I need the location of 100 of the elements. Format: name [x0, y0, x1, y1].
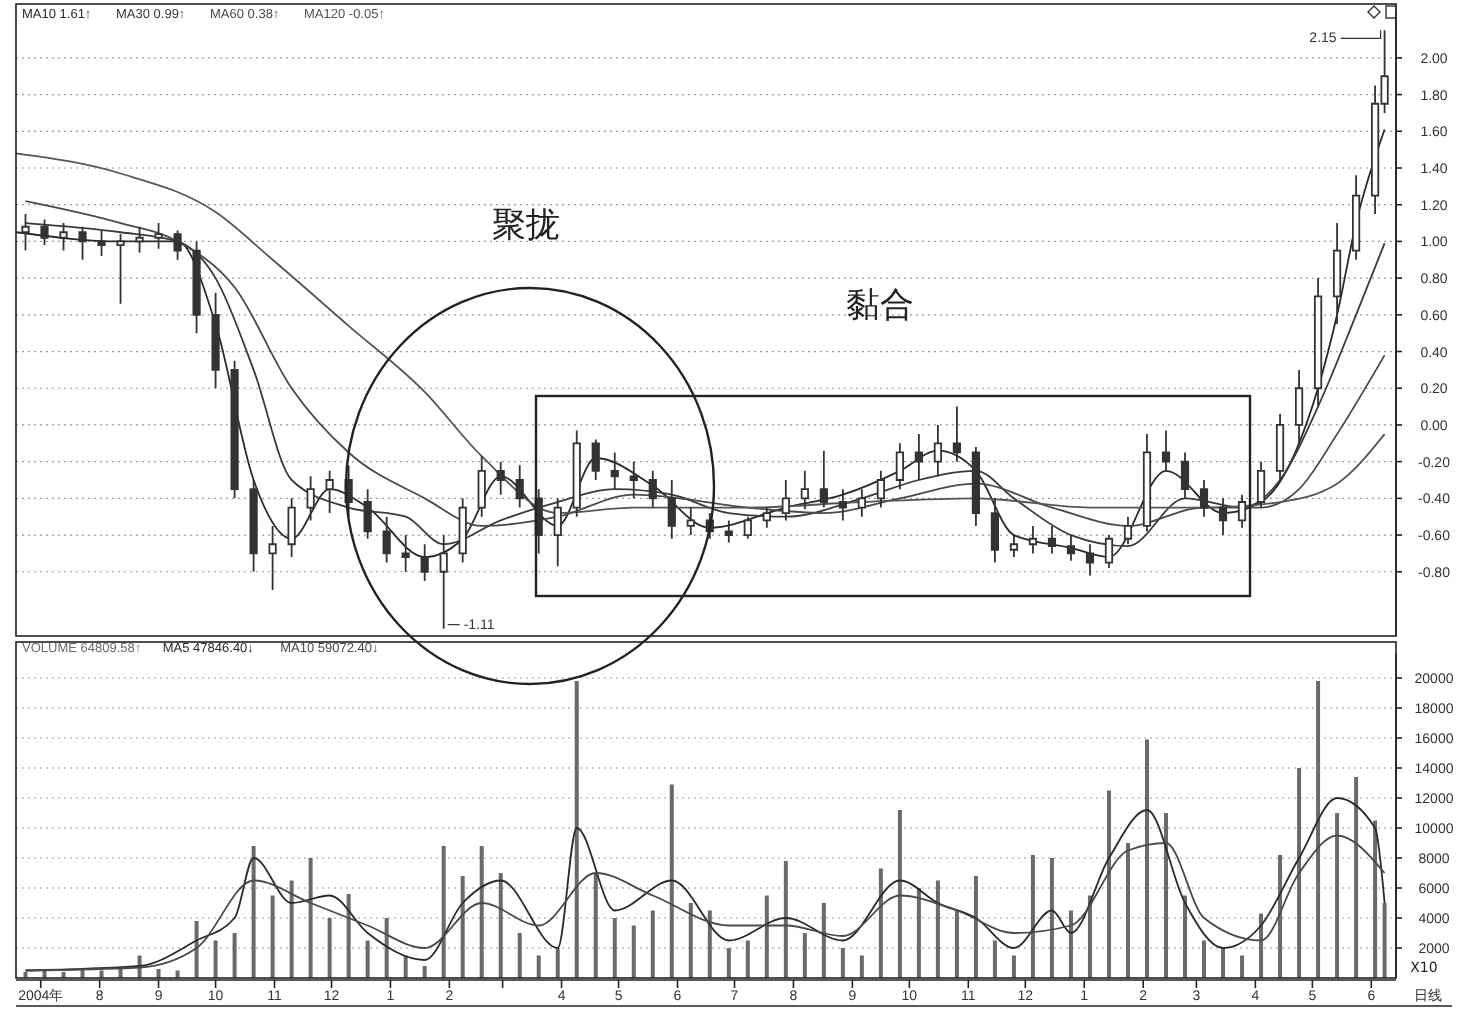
candlestick [477, 455, 486, 518]
candlestick [1199, 479, 1209, 518]
bar [1087, 895, 1092, 978]
bar [1297, 768, 1302, 978]
candlestick [933, 424, 942, 478]
candlestick [192, 240, 201, 335]
candlestick [325, 469, 334, 514]
candlestick [1161, 429, 1171, 472]
bar [631, 925, 636, 978]
line-series [24, 834, 1386, 972]
bar [251, 846, 256, 978]
bar [669, 784, 674, 978]
bar [707, 910, 712, 978]
bar [327, 918, 332, 978]
candlestick [686, 506, 695, 536]
bar [498, 873, 503, 978]
bar [1144, 739, 1149, 978]
candlestick [1256, 460, 1266, 509]
bar [612, 918, 617, 978]
bar [555, 948, 560, 978]
bar [346, 894, 351, 978]
candlestick [1351, 174, 1361, 261]
candlestick [515, 464, 524, 509]
bar [1240, 955, 1245, 978]
candlestick [1313, 277, 1323, 408]
bar [726, 948, 731, 978]
candlestick [610, 451, 619, 491]
bar [688, 903, 693, 978]
candlestick [876, 469, 885, 509]
bar [1373, 820, 1378, 978]
candlestick [1237, 493, 1247, 529]
annotation: 聚拢 [492, 206, 560, 246]
candlestick [1180, 451, 1190, 500]
candlestick [800, 469, 809, 511]
candlestick [211, 291, 220, 390]
bar [840, 948, 845, 978]
bar [232, 933, 237, 978]
bar [992, 940, 997, 978]
bar [1106, 790, 1111, 978]
bar [973, 876, 978, 978]
bar [1278, 855, 1283, 978]
bar [574, 681, 579, 978]
bar [441, 846, 446, 978]
candlestick [496, 460, 505, 496]
candlestick [1332, 222, 1342, 325]
candlestick [648, 469, 657, 509]
candlestick [838, 488, 847, 522]
candlestick [97, 229, 106, 257]
bar [783, 861, 788, 978]
candlestick [116, 233, 125, 305]
bar [1030, 855, 1035, 978]
candlestick [895, 442, 904, 491]
bar [536, 955, 541, 978]
candlestick [819, 449, 828, 509]
bar [821, 903, 826, 978]
candlestick [762, 506, 771, 529]
bar [384, 918, 389, 978]
bar [916, 888, 921, 978]
bar [593, 873, 598, 978]
bar [289, 880, 294, 978]
bar [1221, 948, 1226, 978]
bar [878, 868, 883, 978]
candlestick [743, 515, 752, 540]
bar [935, 880, 940, 978]
bar [365, 940, 370, 978]
bar [764, 895, 769, 978]
candlestick [1275, 413, 1285, 481]
bar [1125, 843, 1130, 978]
bar [308, 858, 313, 978]
bar [650, 910, 655, 978]
bar [954, 910, 959, 978]
candlestick [572, 429, 581, 518]
bar [1183, 895, 1188, 978]
bar [517, 933, 522, 978]
candlestick [781, 479, 790, 522]
candlestick [952, 405, 962, 463]
candlestick [230, 359, 239, 500]
bar [1382, 903, 1387, 978]
candlestick [971, 446, 981, 527]
annotation: 黏合 [846, 286, 914, 326]
bar [859, 955, 864, 978]
candlestick [629, 460, 638, 500]
bar [460, 876, 465, 978]
bar [1011, 955, 1016, 978]
candlestick [1142, 433, 1152, 533]
bar [1202, 940, 1207, 978]
candlestick [1294, 368, 1304, 445]
bar [1164, 813, 1168, 978]
bar [1335, 813, 1340, 978]
bar [897, 810, 902, 978]
candlestick [857, 488, 866, 518]
bar [422, 966, 427, 978]
bar [194, 921, 199, 978]
bar [270, 895, 275, 978]
candlestick [363, 488, 372, 540]
bar [213, 940, 218, 978]
candlestick [724, 519, 733, 544]
bar [1049, 858, 1054, 978]
candlestick [591, 438, 600, 481]
bar [745, 940, 750, 978]
